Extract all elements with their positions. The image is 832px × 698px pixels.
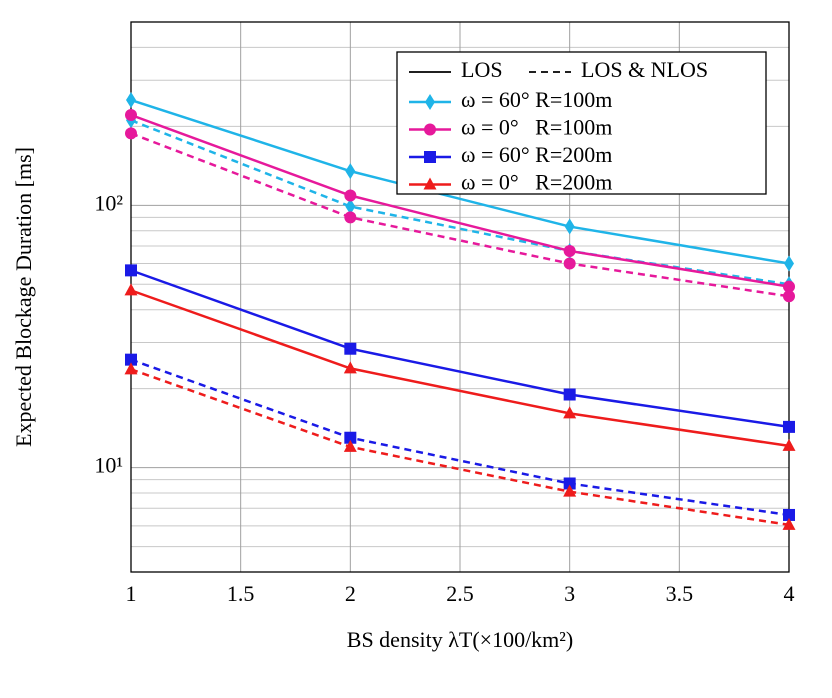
data-line — [130, 98, 790, 265]
data-line — [130, 132, 790, 298]
legend-label: ω = 60° R=100m — [461, 87, 612, 112]
data-line — [130, 113, 790, 288]
data-marker — [563, 477, 576, 490]
y-tick-label: 10¹ — [94, 453, 123, 478]
legend-style-label: LOS — [461, 57, 503, 82]
legend-style-label: LOS & NLOS — [581, 57, 708, 82]
data-marker — [344, 211, 357, 224]
legend-marker — [424, 151, 436, 163]
data-marker — [564, 218, 575, 235]
x-tick-label: 1 — [126, 581, 137, 606]
legend-label: ω = 60° R=200m — [461, 142, 612, 167]
data-marker — [344, 431, 357, 444]
data-marker — [563, 244, 576, 257]
data-marker — [125, 109, 137, 122]
data-marker — [344, 342, 357, 355]
data-marker — [563, 484, 577, 497]
y-axis-label: Expected Blockage Duration [ms] — [11, 147, 36, 447]
data-marker — [783, 290, 795, 303]
data-marker — [125, 353, 137, 366]
data-marker — [125, 264, 137, 277]
data-marker — [343, 361, 357, 374]
data-marker — [563, 257, 576, 270]
data-marker — [124, 362, 138, 375]
data-marker — [784, 255, 794, 272]
y-tick-label: 10² — [94, 190, 123, 215]
x-tick-label: 1.5 — [227, 581, 255, 606]
x-tick-label: 4 — [784, 581, 795, 606]
data-marker — [124, 283, 138, 296]
data-line — [130, 289, 790, 448]
x-tick-label: 3 — [564, 581, 575, 606]
legend-marker — [424, 123, 436, 136]
data-marker — [344, 189, 357, 202]
data-marker — [782, 517, 796, 530]
data-line — [130, 269, 790, 429]
data-marker — [563, 406, 577, 419]
legend-marker — [423, 177, 437, 190]
data-marker — [563, 388, 576, 401]
data-marker — [783, 280, 795, 293]
legend: LOS LOS & NLOS ω = 60° R=100m ω = 0° R=100m… — [396, 51, 767, 195]
data-line — [130, 358, 790, 517]
data-line — [130, 368, 790, 527]
x-axis-label: BS density λT(×100/km²) — [347, 627, 573, 652]
x-tick-label: 3.5 — [666, 581, 694, 606]
legend-label: ω = 0° R=200m — [461, 170, 612, 195]
x-tick-label: 2.5 — [446, 581, 474, 606]
legend-marker — [425, 94, 435, 110]
data-marker — [126, 92, 136, 109]
legend-box — [396, 51, 767, 195]
data-marker — [783, 420, 795, 433]
legend-label: ω = 0° R=100m — [461, 115, 612, 140]
data-marker — [783, 508, 795, 521]
x-tick-label: 2 — [345, 581, 356, 606]
data-marker — [345, 163, 356, 180]
data-marker — [345, 198, 356, 215]
data-marker — [782, 438, 796, 451]
data-marker — [125, 127, 137, 140]
data-marker — [343, 439, 357, 452]
